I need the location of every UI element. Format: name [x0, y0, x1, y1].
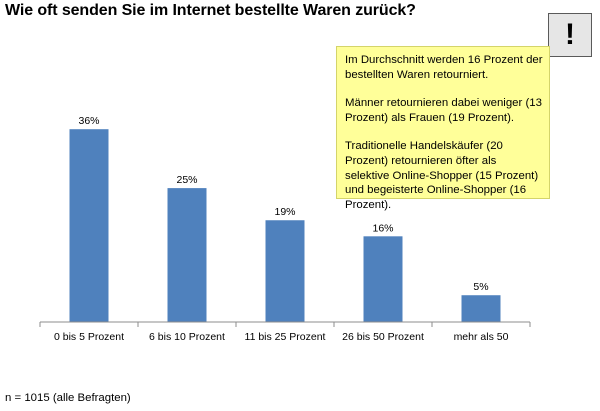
category-labels-group: 0 bis 5 Prozent 6 bis 10 Prozent 11 bis 25…: [54, 331, 509, 343]
x-axis: [39, 321, 531, 327]
note-paragraph-1: Im Durchschnitt werden 16 Prozent der be…: [345, 54, 543, 81]
value-label-2: 25%: [176, 174, 197, 186]
sample-size-note: n = 1015 (alle Befragten): [5, 392, 131, 404]
chart-title: Wie oft senden Sie im Internet bestellte…: [5, 2, 416, 19]
info-note: Im Durchschnitt werden 16 Prozent der be…: [336, 46, 550, 211]
exclamation-icon: !: [548, 13, 592, 57]
note-paragraph-3: Traditionelle Handelskäufer (20 Prozent)…: [345, 140, 539, 211]
value-label-3: 19%: [274, 206, 295, 218]
category-label-4: 26 bis 50 Prozent: [342, 331, 424, 343]
category-label-5: mehr als 50: [454, 331, 509, 343]
note-paragraph-2: Männer retournieren dabei weniger (13 Pr…: [345, 97, 542, 124]
category-label-3: 11 bis 25 Prozent: [245, 331, 326, 343]
value-label-1: 36%: [78, 115, 99, 127]
bars-group: [69, 129, 501, 322]
bar-2: [167, 188, 207, 322]
bar-4: [363, 236, 403, 322]
bar-3: [265, 220, 305, 322]
value-label-4: 16%: [372, 222, 393, 234]
category-label-2: 6 bis 10 Prozent: [149, 331, 225, 343]
bar-5: [461, 295, 501, 322]
value-labels-group: 36% 25% 19% 16% 5%: [78, 115, 488, 293]
bar-1: [69, 129, 109, 322]
value-label-5: 5%: [473, 281, 488, 293]
exclamation-symbol: !: [565, 18, 575, 51]
category-label-1: 0 bis 5 Prozent: [54, 331, 124, 343]
